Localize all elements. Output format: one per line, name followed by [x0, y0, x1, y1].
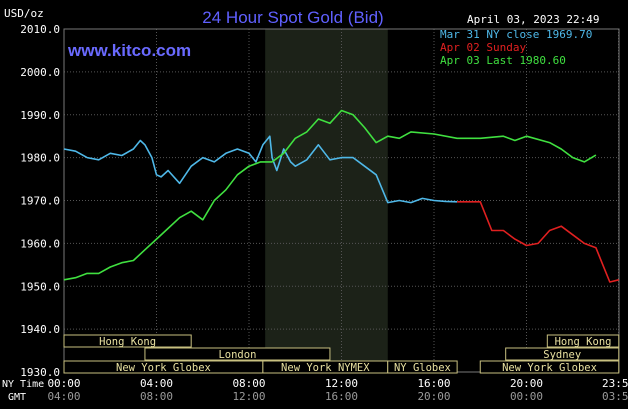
price-series [63, 109, 619, 283]
session-label: NY Globex [394, 362, 451, 374]
legend-entry-mar31: Mar 31 NY close 1969.70 [440, 28, 592, 41]
session-box [546, 334, 620, 348]
x-tick-label-ny: 20:00 [510, 377, 543, 390]
series-line-apr-03 [63, 109, 597, 281]
x-tick-label-gmt: 04:00 [47, 390, 80, 403]
x-tick-label-ny: 16:00 [417, 377, 450, 390]
session-label: New York Globex [502, 362, 597, 374]
session-label: Hong Kong [99, 336, 156, 348]
x-tick-label-gmt: 08:00 [140, 390, 173, 403]
x-tick-label-ny: 00:00 [47, 377, 80, 390]
axis-labels: 2010.0 2000.0 1990.0 1980.0 1970.0 1960.0 1950… [20, 23, 628, 403]
y-tick-label: 1960.0 [20, 237, 60, 250]
series-line-mar-31 [63, 135, 458, 204]
session-box [387, 360, 458, 374]
session-box [63, 334, 192, 348]
x-tick-label-gmt: 20:00 [417, 390, 450, 403]
legend-entry-apr03: Apr 03 Last 1980.60 [440, 54, 566, 67]
x-tick-label-ny: 04:00 [140, 377, 173, 390]
y-tick-label: 2000.0 [20, 66, 60, 79]
session-label: Hong Kong [555, 336, 612, 348]
legend: Mar 31 NY close 1969.70 Apr 02 Sunday Ap… [440, 28, 592, 67]
y-tick-label: 1970.0 [20, 195, 60, 208]
chart-title: 24 Hour Spot Gold (Bid) [202, 8, 383, 27]
y-tick-label: 1940.0 [20, 323, 60, 336]
timestamp: April 03, 2023 22:49 [467, 13, 599, 26]
watermark: www.kitco.com [67, 41, 191, 60]
x-tick-label-ny: 23:59 [602, 377, 628, 390]
y-tick-label: 1930.0 [20, 366, 60, 379]
x-row-label-ny: NY Time [2, 379, 44, 390]
x-tick-label-ny: 08:00 [232, 377, 265, 390]
x-tick-label-gmt: 03:59 [602, 390, 628, 403]
session-label: New York NYMEX [281, 362, 370, 374]
session-label: Sydney [543, 349, 581, 361]
session-label: London [218, 349, 256, 361]
x-tick-label-gmt: 12:00 [232, 390, 265, 403]
session-label: New York Globex [116, 362, 211, 374]
session-box [144, 347, 331, 361]
session-box [479, 360, 620, 374]
x-tick-label-ny: 12:00 [325, 377, 358, 390]
y-tick-label: 1990.0 [20, 109, 60, 122]
unit-label: USD/oz [4, 7, 44, 20]
y-tick-label: 2010.0 [20, 23, 60, 36]
y-tick-label: 1980.0 [20, 152, 60, 165]
x-tick-label-gmt: 00:00 [510, 390, 543, 403]
x-tick-label-gmt: 16:00 [325, 390, 358, 403]
series-line-apr-02 [457, 201, 619, 283]
y-tick-label: 1950.0 [20, 280, 60, 293]
legend-entry-apr02: Apr 02 Sunday [440, 41, 526, 54]
x-row-label-gmt: GMT [8, 392, 26, 403]
session-box [505, 347, 620, 361]
